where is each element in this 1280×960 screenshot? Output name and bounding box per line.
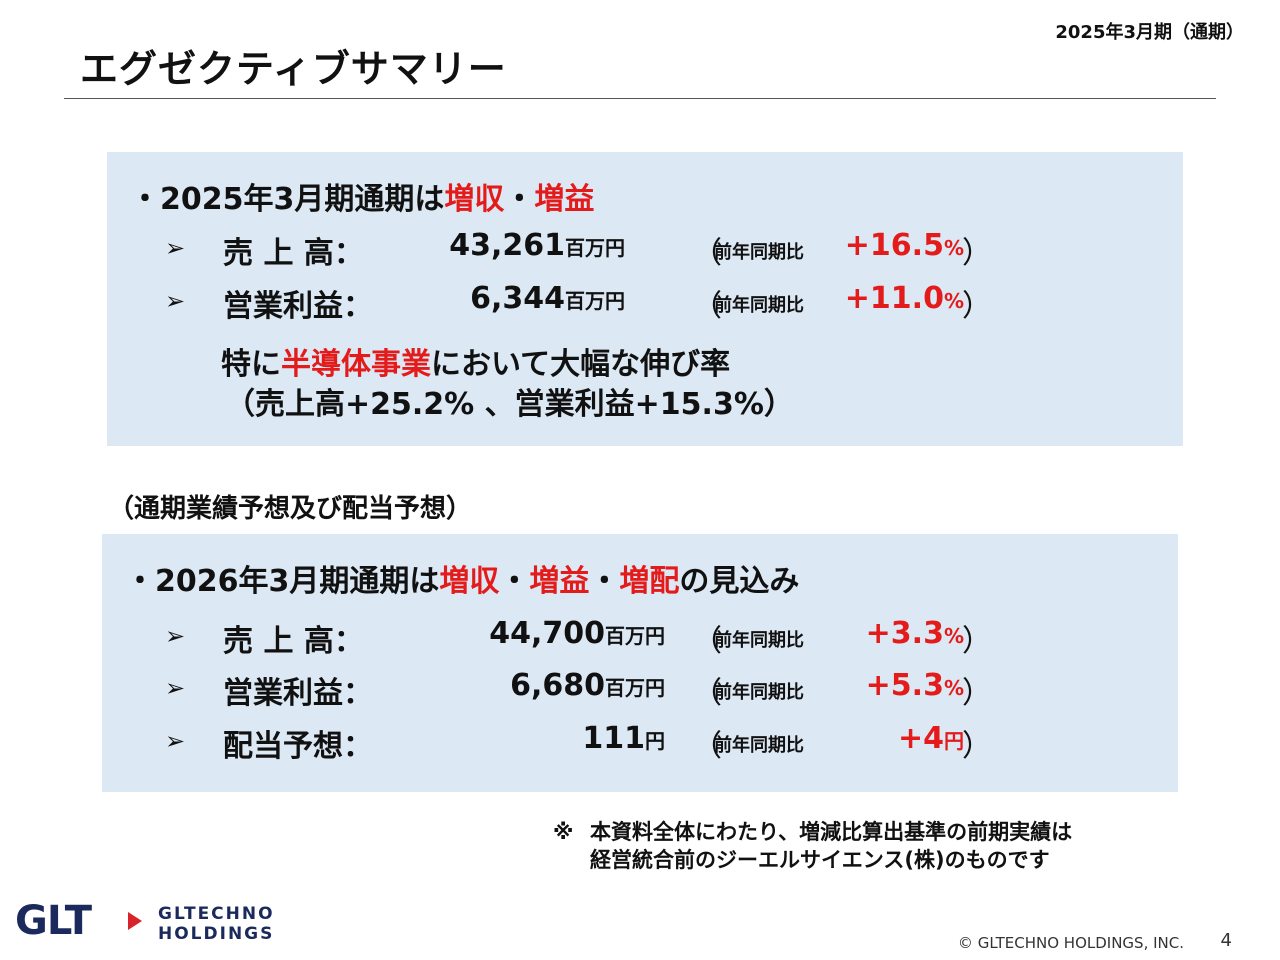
forecast-2026-panel: ・2026年3月期通期は増収・増益・増配の見込み ➢ 売 上 高： 44,700… bbox=[102, 534, 1178, 792]
row-amount: 6,680百万円 bbox=[510, 668, 665, 703]
forecast-row-sales: ➢ 売 上 高： 44,700百万円 （ 前年同期比 +3.3% ） bbox=[165, 616, 992, 659]
highlight-revenue-up: 増収 bbox=[444, 182, 505, 217]
arrow-bullet-icon: ➢ bbox=[165, 234, 186, 262]
title-divider bbox=[64, 98, 1216, 99]
semiconductor-note: 特に半導体事業において大幅な伸び率 bbox=[221, 347, 731, 382]
logo-name-line-2: HOLDINGS bbox=[158, 924, 275, 944]
footnote-line-1: 本資料全体にわたり、増減比算出基準の前期実績は bbox=[590, 820, 1073, 844]
headline-separator: ・ bbox=[504, 182, 535, 217]
page-title: エグゼクティブサマリー bbox=[80, 47, 507, 91]
arrow-bullet-icon: ➢ bbox=[165, 287, 186, 315]
row-amount: 111円 bbox=[582, 721, 665, 756]
results-2025-headline: ・2025年3月期通期は増収・増益 bbox=[130, 174, 594, 218]
arrow-bullet-icon: ➢ bbox=[165, 727, 186, 755]
row-amount: 6,344百万円 bbox=[470, 281, 625, 316]
highlight-profit-up: 増益 bbox=[534, 182, 595, 217]
copyright: © GLTECHNO HOLDINGS, INC. bbox=[957, 934, 1184, 952]
company-logo: GLT GLTECHNO HOLDINGS bbox=[15, 898, 275, 946]
highlight-dividend-up: 増配 bbox=[619, 564, 680, 599]
highlight-revenue-up: 増収 bbox=[439, 564, 500, 599]
row-label: 営業利益： bbox=[223, 289, 373, 324]
page-number: 4 bbox=[1220, 930, 1232, 951]
headline-text: ・2025年3月期通期は bbox=[130, 182, 445, 217]
arrow-bullet-icon: ➢ bbox=[165, 622, 186, 650]
results-2025-panel: ・2025年3月期通期は増収・増益 ➢ 売 上 高： 43,261百万円 （ 前… bbox=[107, 152, 1183, 446]
results-row-sales: ➢ 売 上 高： 43,261百万円 （ 前年同期比 +16.5% ） bbox=[165, 228, 992, 271]
forecast-row-operating-profit: ➢ 営業利益： 6,680百万円 （ 前年同期比 +5.3% ） bbox=[165, 668, 992, 711]
logo-mark: GLT bbox=[15, 898, 92, 944]
row-label: 売 上 高： bbox=[223, 624, 364, 659]
results-row-operating-profit: ➢ 営業利益： 6,344百万円 （ 前年同期比 +11.0% ） bbox=[165, 281, 992, 324]
forecast-heading: （通期業績予想及び配当予想） bbox=[108, 494, 473, 524]
row-label: 売 上 高： bbox=[223, 236, 364, 271]
highlight-semiconductor: 半導体事業 bbox=[281, 347, 431, 382]
logo-name-line-1: GLTECHNO bbox=[158, 904, 275, 924]
arrow-bullet-icon: ➢ bbox=[165, 674, 186, 702]
row-label: 配当予想： bbox=[223, 729, 373, 764]
row-amount: 44,700百万円 bbox=[489, 616, 665, 651]
highlight-profit-up: 増益 bbox=[529, 564, 590, 599]
footnote-line-2: 経営統合前のジーエルサイエンス(株)のものです bbox=[590, 848, 1050, 872]
period-label: 2025年3月期（通期） bbox=[1055, 22, 1244, 43]
forecast-row-dividend: ➢ 配当予想： 111円 （ 前年同期比 +4円 ） bbox=[165, 721, 992, 764]
forecast-2026-headline: ・2026年3月期通期は増収・増益・増配の見込み bbox=[125, 564, 800, 599]
semiconductor-detail: （売上高+25.2% 、営業利益+15.3%） bbox=[225, 387, 794, 422]
reference-mark-icon: ※ bbox=[553, 820, 574, 844]
row-label: 営業利益： bbox=[223, 676, 373, 711]
logo-triangle-icon bbox=[128, 912, 142, 930]
row-amount: 43,261百万円 bbox=[449, 228, 625, 263]
